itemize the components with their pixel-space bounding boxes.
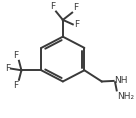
Text: NH₂: NH₂: [117, 92, 134, 101]
Text: F: F: [13, 51, 18, 60]
Text: F: F: [50, 2, 55, 11]
Text: F: F: [74, 20, 79, 29]
Text: F: F: [5, 64, 10, 73]
Text: F: F: [73, 3, 78, 12]
Text: NH: NH: [114, 76, 128, 85]
Text: F: F: [13, 81, 18, 90]
